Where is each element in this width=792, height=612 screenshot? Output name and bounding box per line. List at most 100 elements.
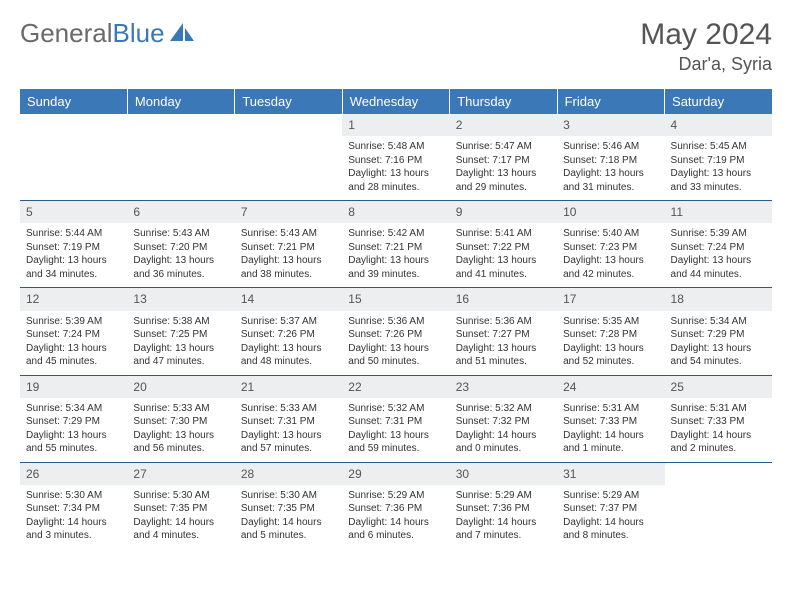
day-number: 17 xyxy=(557,288,664,310)
calendar-cell: 31Sunrise: 5:29 AMSunset: 7:37 PMDayligh… xyxy=(557,462,664,549)
daylight-line: Daylight: 13 hours and 54 minutes. xyxy=(671,342,766,369)
calendar-cell: 22Sunrise: 5:32 AMSunset: 7:31 PMDayligh… xyxy=(342,375,449,462)
logo-sail-icon xyxy=(169,18,195,49)
calendar-cell: 23Sunrise: 5:32 AMSunset: 7:32 PMDayligh… xyxy=(450,375,557,462)
calendar-cell: 30Sunrise: 5:29 AMSunset: 7:36 PMDayligh… xyxy=(450,462,557,549)
calendar-cell: 11Sunrise: 5:39 AMSunset: 7:24 PMDayligh… xyxy=(665,201,772,288)
daylight-line: Daylight: 13 hours and 48 minutes. xyxy=(241,342,336,369)
day-number: 19 xyxy=(20,376,127,398)
sunset-line: Sunset: 7:26 PM xyxy=(241,328,336,342)
day-number: 23 xyxy=(450,376,557,398)
calendar-cell-empty: . xyxy=(665,462,772,549)
day-number: 10 xyxy=(557,201,664,223)
daylight-line: Daylight: 14 hours and 4 minutes. xyxy=(133,516,228,543)
daylight-line: Daylight: 13 hours and 55 minutes. xyxy=(26,429,121,456)
sunrise-line: Sunrise: 5:29 AM xyxy=(563,489,658,503)
daylight-line: Daylight: 13 hours and 41 minutes. xyxy=(456,254,551,281)
calendar-cell: 15 Sunrise: 5:36 AMSunset: 7:26 PMDayligh… xyxy=(342,288,449,375)
sunset-line: Sunset: 7:19 PM xyxy=(671,154,766,168)
sunrise-line: Sunrise: 5:43 AM xyxy=(133,227,228,241)
day-number: 4 xyxy=(665,114,772,136)
calendar-cell: 6Sunrise: 5:43 AMSunset: 7:20 PMDaylight… xyxy=(127,201,234,288)
day-number: 12 xyxy=(20,288,127,310)
sunset-line: Sunset: 7:22 PM xyxy=(456,241,551,255)
sunrise-line: Sunrise: 5:30 AM xyxy=(26,489,121,503)
header: GeneralBlue May 2024 Dar'a, Syria xyxy=(20,18,772,75)
day-number: 27 xyxy=(127,463,234,485)
month-title: May 2024 xyxy=(640,18,772,52)
calendar-cell: 13Sunrise: 5:38 AMSunset: 7:25 PMDayligh… xyxy=(127,288,234,375)
daylight-line: Daylight: 14 hours and 7 minutes. xyxy=(456,516,551,543)
daylight-line: Daylight: 13 hours and 59 minutes. xyxy=(348,429,443,456)
sunset-line: Sunset: 7:33 PM xyxy=(563,415,658,429)
sunset-line: Sunset: 7:35 PM xyxy=(133,502,228,516)
sunrise-line: Sunrise: 5:48 AM xyxy=(348,140,443,154)
day-number: 6 xyxy=(127,201,234,223)
sunset-line: Sunset: 7:36 PM xyxy=(456,502,551,516)
daylight-line: Daylight: 13 hours and 50 minutes. xyxy=(348,342,443,369)
calendar-cell: 16Sunrise: 5:36 AMSunset: 7:27 PMDayligh… xyxy=(450,288,557,375)
sunrise-line: Sunrise: 5:33 AM xyxy=(133,402,228,416)
daylight-line: Daylight: 13 hours and 28 minutes. xyxy=(348,167,443,194)
day-number: 15 xyxy=(342,288,449,310)
sunset-line: Sunset: 7:24 PM xyxy=(26,328,121,342)
sunrise-line: Sunrise: 5:37 AM xyxy=(241,315,336,329)
day-number: 18 xyxy=(665,288,772,310)
daylight-line: Daylight: 14 hours and 3 minutes. xyxy=(26,516,121,543)
sunset-line: Sunset: 7:23 PM xyxy=(563,241,658,255)
logo-text-general: General xyxy=(20,18,113,49)
day-number: 31 xyxy=(557,463,664,485)
sunrise-line: Sunrise: 5:31 AM xyxy=(563,402,658,416)
day-number: 25 xyxy=(665,376,772,398)
daylight-line: Daylight: 14 hours and 6 minutes. xyxy=(348,516,443,543)
title-block: May 2024 Dar'a, Syria xyxy=(640,18,772,75)
day-number: 9 xyxy=(450,201,557,223)
sunrise-line: Sunrise: 5:30 AM xyxy=(133,489,228,503)
daylight-line: Daylight: 13 hours and 45 minutes. xyxy=(26,342,121,369)
day-number: 13 xyxy=(127,288,234,310)
calendar-cell: 28Sunrise: 5:30 AMSunset: 7:35 PMDayligh… xyxy=(235,462,342,549)
sunset-line: Sunset: 7:33 PM xyxy=(671,415,766,429)
sunrise-line: Sunrise: 5:29 AM xyxy=(456,489,551,503)
daylight-line: Daylight: 13 hours and 31 minutes. xyxy=(563,167,658,194)
sunrise-line: Sunrise: 5:42 AM xyxy=(348,227,443,241)
calendar-cell-empty: . xyxy=(20,114,127,201)
sunrise-line: Sunrise: 5:43 AM xyxy=(241,227,336,241)
weekday-header: Thursday xyxy=(450,89,557,114)
sunrise-line: Sunrise: 5:32 AM xyxy=(348,402,443,416)
daylight-line: Daylight: 13 hours and 33 minutes. xyxy=(671,167,766,194)
location-label: Dar'a, Syria xyxy=(640,54,772,75)
sunset-line: Sunset: 7:26 PM xyxy=(348,328,443,342)
sunrise-line: Sunrise: 5:41 AM xyxy=(456,227,551,241)
calendar-row: 5Sunrise: 5:44 AMSunset: 7:19 PMDaylight… xyxy=(20,201,772,288)
daylight-line: Daylight: 13 hours and 57 minutes. xyxy=(241,429,336,456)
sunrise-line: Sunrise: 5:40 AM xyxy=(563,227,658,241)
calendar-cell: 24 Sunrise: 5:31 AMSunset: 7:33 PMDayligh… xyxy=(557,375,664,462)
calendar-cell: 17Sunrise: 5:35 AMSunset: 7:28 PMDayligh… xyxy=(557,288,664,375)
sunset-line: Sunset: 7:36 PM xyxy=(348,502,443,516)
sunrise-line: Sunrise: 5:36 AM xyxy=(456,315,551,329)
sunrise-line: Sunrise: 5:31 AM xyxy=(671,402,766,416)
sunrise-line: Sunrise: 5:29 AM xyxy=(348,489,443,503)
weekday-header: Friday xyxy=(557,89,664,114)
sunset-line: Sunset: 7:30 PM xyxy=(133,415,228,429)
day-number: 5 xyxy=(20,201,127,223)
daylight-line: Daylight: 14 hours and 1 minute. xyxy=(563,429,658,456)
weekday-header: Monday xyxy=(127,89,234,114)
sunrise-line: Sunrise: 5:36 AM xyxy=(348,315,443,329)
day-number: 26 xyxy=(20,463,127,485)
daylight-line: Daylight: 14 hours and 5 minutes. xyxy=(241,516,336,543)
sunrise-line: Sunrise: 5:32 AM xyxy=(456,402,551,416)
sunrise-line: Sunrise: 5:47 AM xyxy=(456,140,551,154)
sunset-line: Sunset: 7:20 PM xyxy=(133,241,228,255)
day-number: 16 xyxy=(450,288,557,310)
calendar-body: ...1Sunrise: 5:48 AMSunset: 7:16 PMDayli… xyxy=(20,114,772,549)
day-number: 24 xyxy=(557,376,664,398)
daylight-line: Daylight: 13 hours and 47 minutes. xyxy=(133,342,228,369)
sunrise-line: Sunrise: 5:39 AM xyxy=(671,227,766,241)
sunset-line: Sunset: 7:16 PM xyxy=(348,154,443,168)
day-number: 14 xyxy=(235,288,342,310)
daylight-line: Daylight: 13 hours and 56 minutes. xyxy=(133,429,228,456)
sunrise-line: Sunrise: 5:46 AM xyxy=(563,140,658,154)
calendar-row: ...1Sunrise: 5:48 AMSunset: 7:16 PMDayli… xyxy=(20,114,772,201)
